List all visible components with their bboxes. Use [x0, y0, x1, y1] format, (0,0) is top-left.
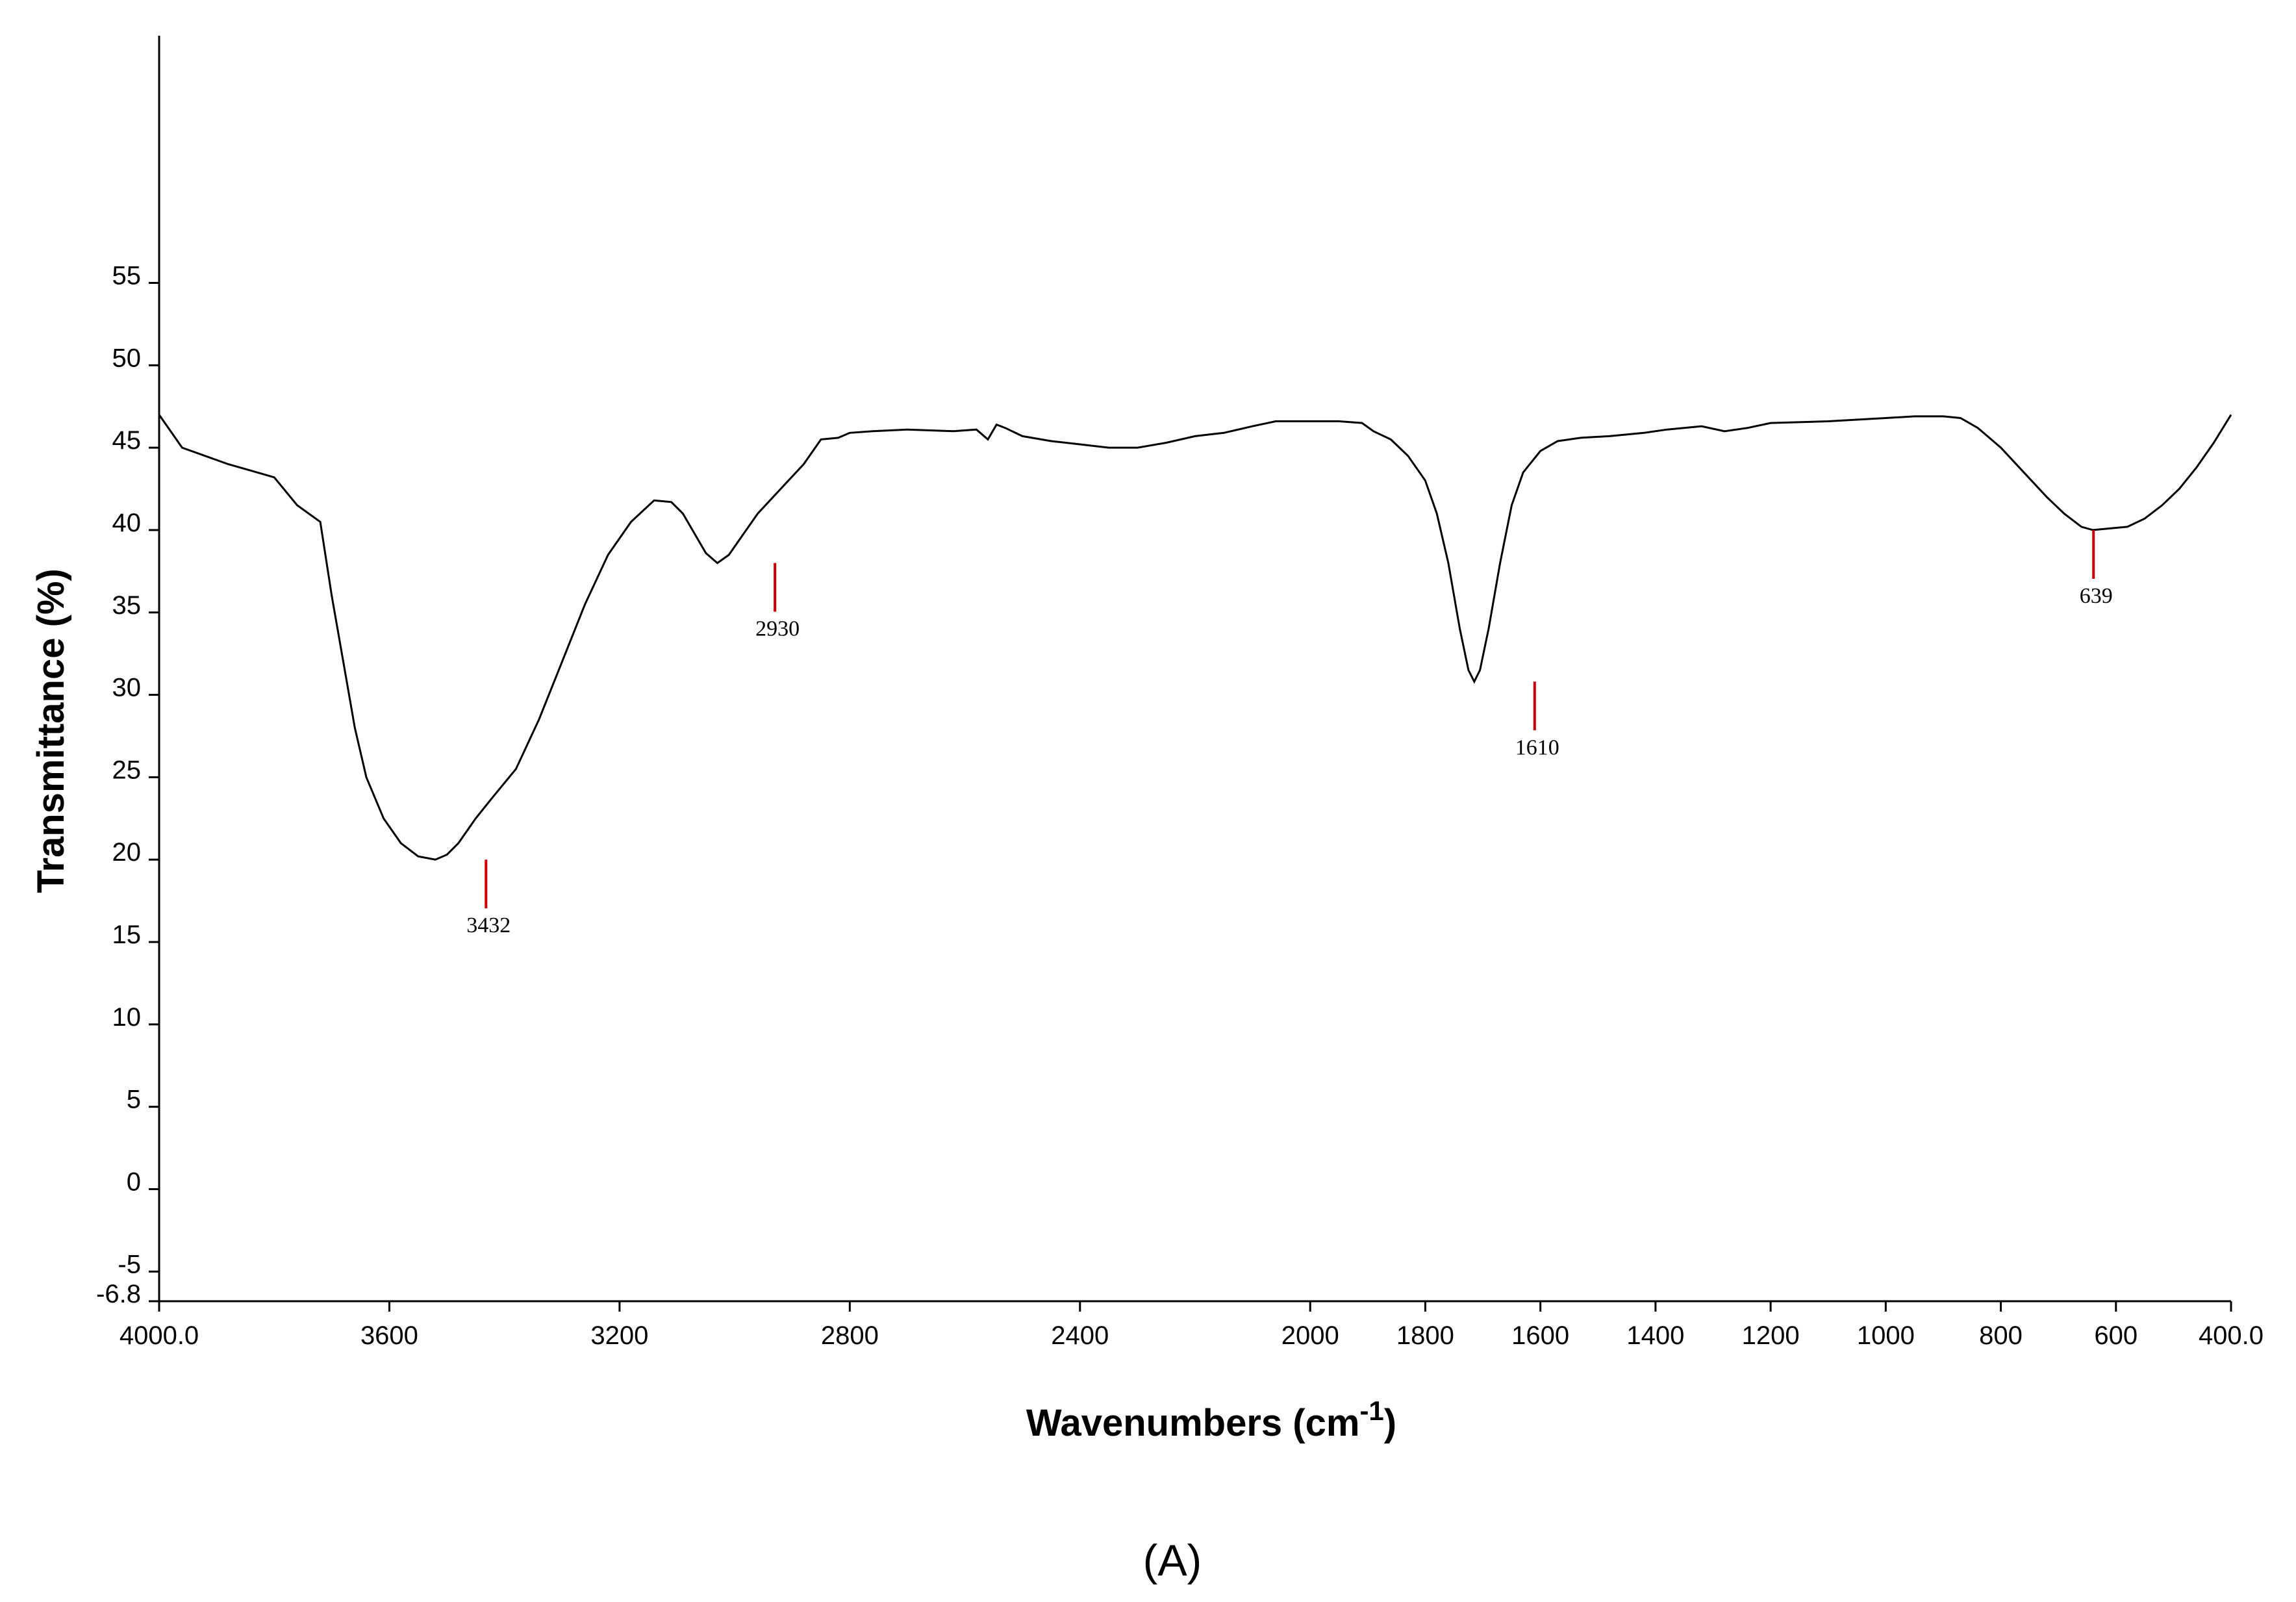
- x-tick-label: 4000.0: [120, 1321, 199, 1350]
- peak-label: 3432: [466, 913, 511, 937]
- x-tick-label: 1400: [1626, 1321, 1684, 1350]
- x-axis-title-text: Wavenumbers (cm: [1026, 1402, 1360, 1444]
- y-tick-label: -5: [118, 1250, 141, 1278]
- y-tick-label: 25: [112, 756, 142, 784]
- y-tick-label: 5: [127, 1086, 141, 1114]
- peak-label: 1610: [1515, 735, 1559, 759]
- x-axis-title-superscript: -1: [1359, 1395, 1383, 1426]
- x-tick-label: 1600: [1511, 1321, 1569, 1350]
- y-tick-label: 35: [112, 591, 142, 620]
- y-tick-label: 10: [112, 1003, 142, 1032]
- peak-label: 639: [2080, 584, 2113, 608]
- x-tick-label: 600: [2094, 1321, 2138, 1350]
- y-tick-label: 40: [112, 509, 142, 537]
- x-axis-title-close: ): [1384, 1402, 1396, 1444]
- y-tick-label: 45: [112, 426, 142, 455]
- x-tick-label: 3600: [360, 1321, 418, 1350]
- x-axis-ticks: 4000.0 3600 3200 2800 2400 2000 1800 1600 1400 12…: [120, 1301, 2264, 1350]
- y-tick-label: 30: [112, 674, 142, 702]
- x-tick-label: 1800: [1396, 1321, 1454, 1350]
- x-tick-label: 1000: [1857, 1321, 1915, 1350]
- chart-axes: [158, 36, 2231, 1303]
- x-tick-label: 800: [1979, 1321, 2023, 1350]
- y-tick-label: -6.8: [96, 1280, 141, 1308]
- x-axis-title: Wavenumbers (cm-1): [1026, 1395, 1396, 1444]
- y-tick-label: 55: [112, 261, 142, 290]
- x-tick-label: 1200: [1742, 1321, 1800, 1350]
- y-tick-label: 50: [112, 344, 142, 372]
- x-tick-label: 3200: [590, 1321, 648, 1350]
- x-tick-label: 2400: [1051, 1321, 1109, 1350]
- peak-label: 2930: [755, 617, 800, 641]
- y-tick-label: 15: [112, 921, 142, 949]
- y-axis-title: Transmittance (%): [30, 568, 72, 893]
- y-tick-label: 20: [112, 838, 142, 867]
- spectrum-line: [158, 414, 2232, 861]
- x-tick-label: 2000: [1281, 1321, 1339, 1350]
- x-tick-label: 2800: [821, 1321, 879, 1350]
- peak-annotations: 3432 2930 1610 639: [466, 529, 2113, 937]
- panel-label: (A): [1143, 1536, 1202, 1585]
- x-tick-label: 400.0: [2199, 1321, 2264, 1350]
- y-tick-label: 0: [127, 1168, 141, 1197]
